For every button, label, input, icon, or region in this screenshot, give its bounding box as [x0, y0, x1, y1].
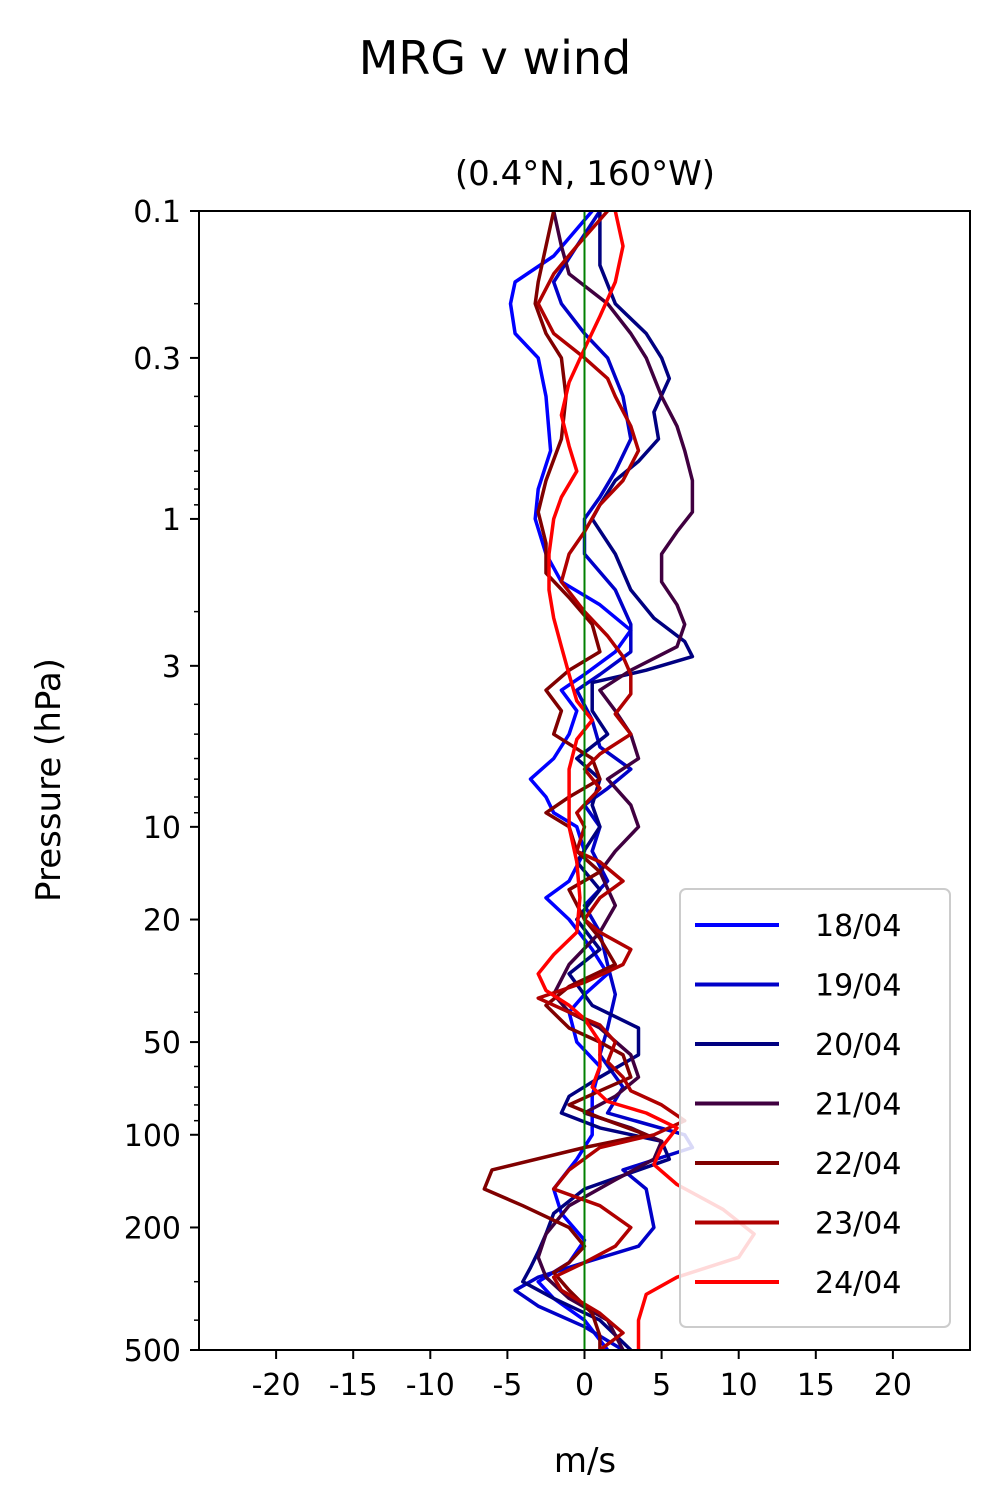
legend-label: 19/04 — [815, 969, 901, 1004]
x-tick-label: 0 — [575, 1368, 594, 1403]
y-tick-label: 50 — [143, 1026, 181, 1061]
series-line-6 — [536, 211, 687, 1350]
y-tick-label: 0.3 — [133, 342, 181, 377]
x-tick-label: -5 — [492, 1368, 522, 1403]
legend-label: 18/04 — [815, 909, 901, 944]
y-axis-label: Pressure (hPa) — [29, 658, 69, 902]
legend-label: 21/04 — [815, 1088, 901, 1123]
y-tick-label: 3 — [162, 650, 181, 685]
legend-label: 23/04 — [815, 1207, 901, 1242]
x-tick-label: 15 — [797, 1368, 835, 1403]
series-line-4 — [536, 211, 695, 1350]
legend-label: 24/04 — [815, 1266, 901, 1301]
y-tick-label: 500 — [124, 1334, 181, 1369]
series-line-5 — [482, 211, 648, 1350]
legend-label: 22/04 — [815, 1147, 901, 1182]
x-tick-label: -10 — [406, 1368, 455, 1403]
series-group — [482, 211, 756, 1350]
series-line-3 — [521, 211, 695, 1350]
x-axis-ticks: -20 -15 -10 -5 0 5 10 15 20 — [252, 1350, 912, 1403]
y-tick-label: 200 — [124, 1211, 181, 1246]
y-tick-label: 0.1 — [133, 195, 181, 230]
x-tick-label: 20 — [874, 1368, 912, 1403]
x-tick-label: -15 — [329, 1368, 378, 1403]
chart-title: (0.4°N, 160°W) — [455, 154, 715, 194]
legend: 18/04 19/04 20/04 21/04 22/04 23/04 24/04 — [679, 888, 951, 1328]
plot-frame — [198, 210, 971, 1351]
x-tick-label: 5 — [652, 1368, 671, 1403]
y-axis-ticks: 0.1 0.3 1 3 10 20 50 100 200 500 — [124, 195, 199, 1369]
y-tick-label: 20 — [143, 904, 181, 939]
x-axis-label: m/s — [554, 1441, 616, 1481]
chart-suptitle: MRG v wind — [359, 31, 632, 85]
legend-label: 20/04 — [815, 1028, 901, 1063]
x-tick-label: -20 — [252, 1368, 301, 1403]
series-line-7 — [536, 211, 756, 1350]
x-tick-label: 10 — [720, 1368, 758, 1403]
y-tick-label: 1 — [162, 503, 181, 538]
legend-frame — [679, 888, 951, 1328]
y-tick-label: 100 — [124, 1119, 181, 1154]
y-tick-label: 10 — [143, 811, 181, 846]
